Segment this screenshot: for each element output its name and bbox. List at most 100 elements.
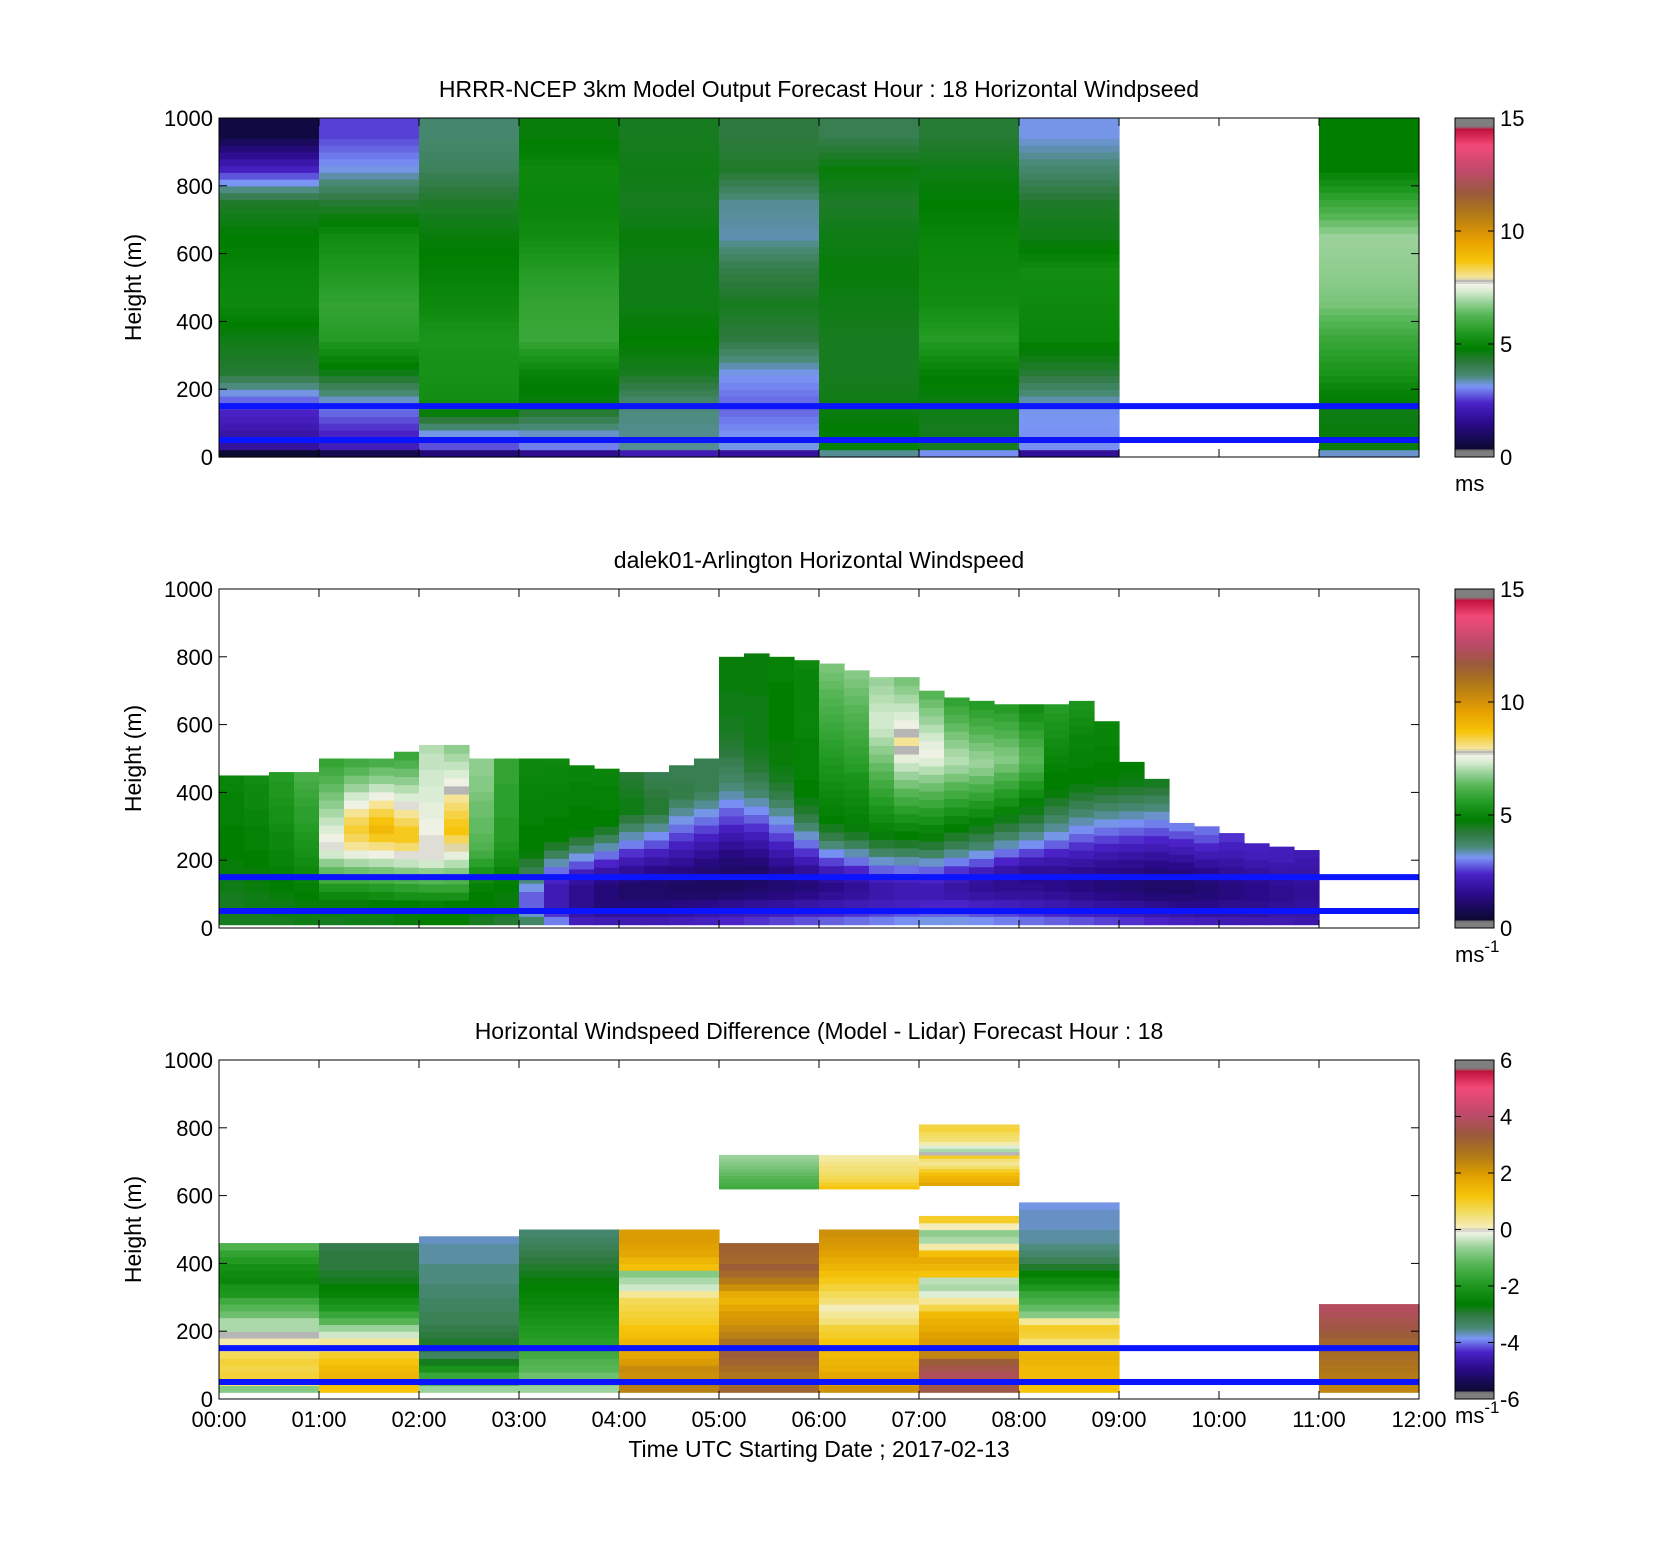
heatmap-cell xyxy=(269,831,295,841)
heatmap-cell xyxy=(819,1385,920,1393)
heatmap-cell xyxy=(569,884,595,894)
heatmap-cell xyxy=(919,1263,1020,1271)
colorbar-segment xyxy=(1455,704,1494,708)
heatmap-cell xyxy=(1269,862,1295,871)
colorbar-segment xyxy=(1455,393,1494,396)
heatmap-cell xyxy=(1319,131,1420,139)
heatmap-cell xyxy=(819,328,920,336)
heatmap-cell xyxy=(719,899,745,909)
heatmap-cell xyxy=(419,851,445,860)
heatmap-cell xyxy=(519,151,620,160)
colorbar-segment xyxy=(1455,824,1494,827)
heatmap-cell xyxy=(1069,783,1095,793)
colorbar-segment xyxy=(1455,1161,1494,1165)
colorbar-segment xyxy=(1455,257,1494,261)
heatmap-cell xyxy=(319,172,420,180)
colorbar-segment xyxy=(1455,846,1494,849)
heatmap-cell xyxy=(719,375,820,384)
colorbar-segment xyxy=(1455,315,1494,318)
heatmap-cell xyxy=(719,206,820,214)
heatmap-cell xyxy=(419,1310,520,1319)
heatmap-cell xyxy=(244,858,270,868)
heatmap-cell xyxy=(519,233,620,241)
heatmap-cell xyxy=(269,814,295,824)
heatmap-cell xyxy=(919,790,945,800)
colorbar-segment xyxy=(1455,353,1494,356)
heatmap-cell xyxy=(719,267,820,275)
heatmap-cell xyxy=(944,823,970,833)
heatmap-cell xyxy=(519,816,545,826)
heatmap-cell xyxy=(619,334,720,343)
heatmap-cell xyxy=(1019,899,1045,909)
heatmap-cell xyxy=(919,1161,1020,1166)
heatmap-cell xyxy=(719,253,820,261)
colorbar-segment xyxy=(1455,1389,1494,1392)
heatmap-cell xyxy=(494,783,520,793)
colorbar-segment xyxy=(1455,832,1494,835)
heatmap-cell xyxy=(944,806,970,816)
colorbar-segment xyxy=(1455,1203,1494,1207)
heatmap-cell xyxy=(219,850,245,859)
heatmap-cell xyxy=(219,287,320,295)
heatmap-cell xyxy=(819,1229,920,1237)
heatmap-cell xyxy=(794,856,820,866)
colorbar-segment xyxy=(1455,886,1494,889)
heatmap-cell xyxy=(519,206,620,214)
colorbar-segment xyxy=(1455,756,1494,759)
chart-title: Horizontal Windspeed Difference (Model -… xyxy=(475,1018,1164,1044)
heatmap-cell xyxy=(1319,416,1420,424)
heatmap-cell xyxy=(819,773,845,783)
heatmap-cell xyxy=(1144,795,1170,804)
heatmap-cell xyxy=(994,780,1020,790)
heatmap-cell xyxy=(769,824,795,834)
colorbar-segment xyxy=(1455,1305,1494,1308)
heatmap-cell xyxy=(619,780,645,790)
heatmap-cell xyxy=(544,775,570,785)
colorbar-segment xyxy=(1455,1233,1494,1236)
heatmap-cell xyxy=(819,362,920,370)
colorbar-segment xyxy=(1455,652,1494,656)
heatmap-cell xyxy=(919,1385,1020,1393)
heatmap-cell xyxy=(819,355,920,363)
heatmap-cell xyxy=(919,765,945,775)
heatmap-cell xyxy=(319,1243,420,1251)
heatmap-cell xyxy=(519,1310,620,1319)
heatmap-cell xyxy=(919,389,1020,397)
heatmap-cell xyxy=(319,766,345,776)
heatmap-cell xyxy=(594,858,620,868)
heatmap-cell xyxy=(869,719,895,729)
heatmap-cell xyxy=(419,802,445,811)
y-tick-label: 200 xyxy=(176,377,213,402)
heatmap-cell xyxy=(519,1317,620,1326)
heatmap-cell xyxy=(719,328,820,336)
heatmap-cell xyxy=(794,745,820,755)
colorbar-segment xyxy=(1455,118,1494,121)
colorbar-segment xyxy=(1455,397,1494,400)
colorbar-unit: ms xyxy=(1455,471,1484,496)
heatmap-cell xyxy=(619,219,720,228)
heatmap-cell xyxy=(1119,851,1145,861)
heatmap-cell xyxy=(869,822,895,832)
heatmap-cell xyxy=(644,789,670,799)
heatmap-cell xyxy=(844,738,870,748)
colorbar-segment xyxy=(1455,215,1494,219)
heatmap-cell xyxy=(719,1256,820,1264)
colorbar-segment xyxy=(1455,437,1494,440)
heatmap-cell xyxy=(244,891,270,901)
heatmap-cell xyxy=(1094,826,1120,836)
heatmap-cell xyxy=(269,865,295,875)
heatmap-cell xyxy=(894,813,920,823)
heatmap-cell xyxy=(869,702,895,712)
heatmap-cell xyxy=(619,253,720,261)
heatmap-cell xyxy=(419,793,445,803)
heatmap-cell xyxy=(219,348,320,356)
heatmap-cell xyxy=(894,822,920,832)
heatmap-cell xyxy=(219,866,245,876)
colorbar-segment xyxy=(1455,1319,1494,1322)
colorbar-segment xyxy=(1455,758,1494,761)
heatmap-cell xyxy=(619,1290,720,1298)
colorbar-segment xyxy=(1455,1391,1494,1394)
heatmap-cell xyxy=(819,739,845,749)
heatmap-cell xyxy=(794,694,820,704)
heatmap-cell xyxy=(1019,822,1045,832)
